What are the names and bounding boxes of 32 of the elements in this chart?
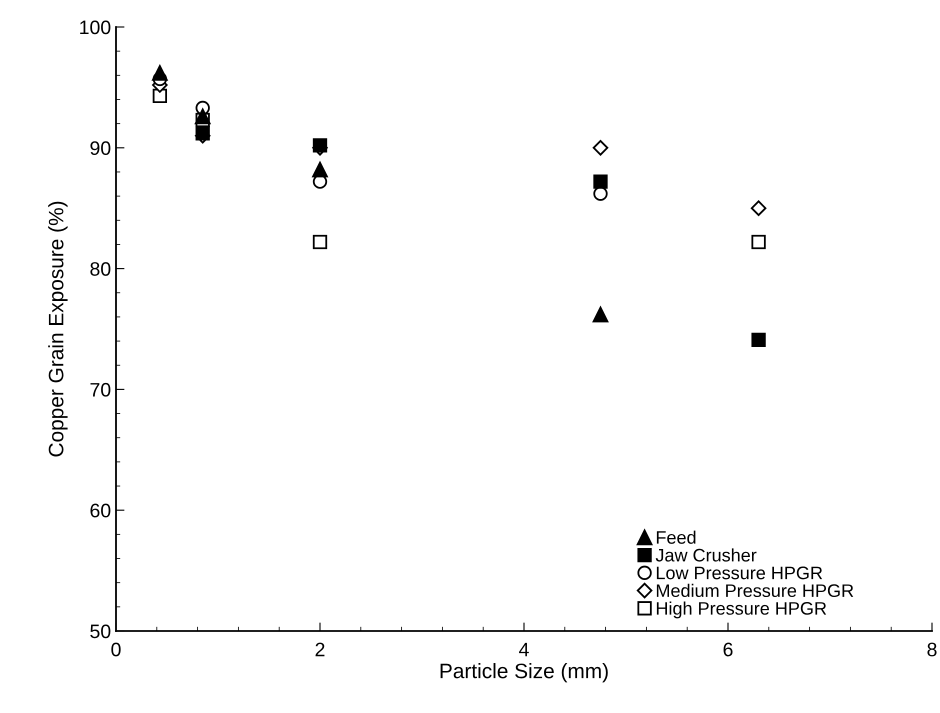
point	[750, 200, 766, 216]
legend-label: Jaw Crusher	[656, 548, 756, 562]
x-tick-label: 8	[927, 642, 937, 656]
point	[194, 108, 211, 124]
point	[312, 162, 328, 178]
legend-label: High Pressure HPGR	[656, 602, 826, 618]
point	[751, 234, 766, 250]
point	[751, 332, 766, 348]
point	[592, 306, 608, 322]
y-tick-label: 80	[90, 262, 110, 276]
legend-label: Feed	[656, 530, 696, 544]
y-tick-label: 70	[90, 382, 110, 397]
legend-label: Low Pressure HPGR	[656, 566, 822, 580]
x-tick-label: 0	[111, 642, 121, 656]
legend-label: Medium Pressure HPGR	[656, 584, 854, 598]
x-tick-label: 4	[519, 642, 529, 656]
point	[152, 65, 168, 81]
y-tick-label: 50	[90, 624, 110, 638]
point	[196, 126, 210, 140]
point	[593, 174, 608, 189]
x-tick-label: 2	[316, 642, 324, 656]
point	[592, 140, 608, 156]
point	[312, 138, 328, 153]
x-tick-label: 6	[724, 642, 733, 656]
x-axis-title: Particle Size (mm)	[440, 663, 608, 682]
point	[152, 88, 168, 104]
y-tick-label: 60	[90, 504, 110, 518]
y-axis-title: Copper Grain Exposure (%)	[48, 202, 68, 456]
point	[593, 186, 608, 201]
y-tick-label: 100	[80, 20, 110, 34]
y-tick-label: 90	[90, 141, 110, 156]
point	[312, 234, 328, 250]
